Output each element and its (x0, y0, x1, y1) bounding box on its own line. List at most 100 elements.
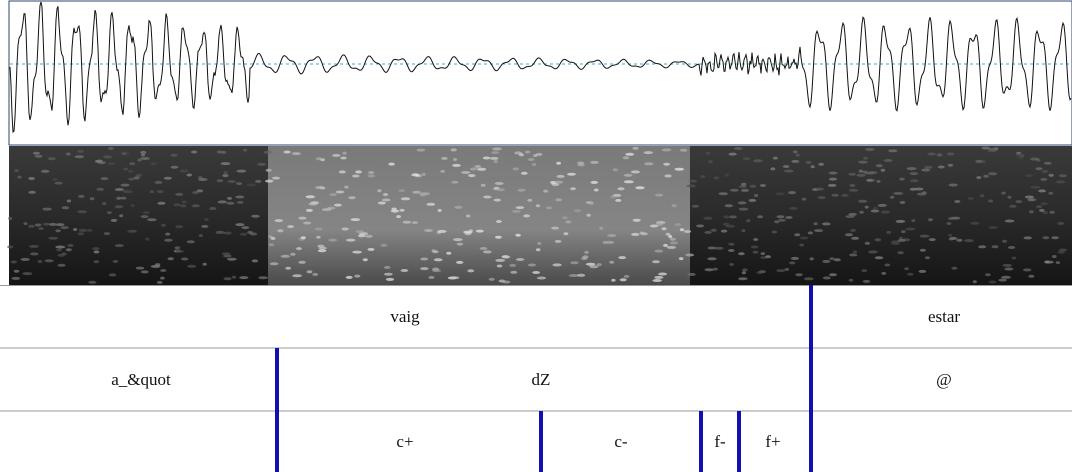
spectrogram-speck (17, 175, 22, 179)
spectrogram-speck (285, 266, 292, 270)
spectrogram-speck (52, 177, 58, 181)
spectrogram-speck (235, 223, 245, 227)
spectrogram-speck (255, 179, 262, 183)
spectrogram-speck (128, 169, 134, 173)
spectrogram-speck (137, 158, 142, 162)
spectrogram-speck (904, 267, 909, 271)
spectrogram-speck (165, 232, 171, 236)
spectrogram-speck (635, 186, 645, 190)
spectrogram-speck (1002, 263, 1013, 267)
spectrogram-speck (469, 167, 478, 171)
spectrogram-speck (686, 184, 696, 188)
spectrogram-speck (723, 222, 730, 226)
spectrogram-speck (163, 176, 172, 180)
spectrogram-speck (396, 215, 401, 219)
spectrogram-speck (114, 244, 124, 248)
spectrogram-speck (866, 178, 874, 182)
spectrogram-speck (919, 234, 930, 238)
spectrogram-speck (617, 187, 625, 191)
spectrogram-speck (527, 158, 535, 161)
spectrogram-speck (898, 236, 904, 240)
spectrogram-speck (119, 214, 124, 218)
spectrogram-speck (175, 249, 185, 253)
spectrogram-speck (741, 182, 747, 186)
spectrogram-speck (948, 183, 958, 187)
spectrogram-speck (108, 273, 117, 277)
spectrogram-speck (1039, 208, 1045, 212)
spectrogram-speck (517, 188, 526, 192)
spectrogram-speck (173, 203, 181, 207)
spectrogram-speck (1023, 236, 1032, 240)
spectrogram-speck (861, 269, 868, 273)
spectrogram-speck (300, 236, 306, 240)
spectrogram-speck (450, 148, 457, 152)
spectrogram-speck (56, 248, 62, 252)
spectrogram-speck (384, 265, 391, 269)
spectrogram-speck (198, 234, 203, 238)
spectrogram-speck (355, 170, 362, 174)
spectrogram-speck (554, 180, 564, 184)
spectrogram-speck (924, 165, 933, 169)
spectrogram-speck (235, 195, 245, 199)
spectrogram-speck (215, 230, 225, 234)
spectrogram-speck (236, 169, 247, 173)
spectrogram-speck (856, 173, 866, 177)
interval-label: c- (614, 432, 628, 451)
spectrogram-speck (669, 237, 676, 241)
spectrogram-speck (55, 223, 65, 227)
spectrogram-texture (7, 146, 1068, 284)
spectrogram-speck (907, 272, 914, 276)
spectrogram-speck (1015, 200, 1023, 204)
spectrogram-speck (630, 170, 641, 174)
spectrogram-speck (426, 202, 436, 206)
spectrogram-speck (380, 243, 388, 247)
spectrogram-speck (179, 169, 189, 173)
spectrogram-speck (10, 260, 18, 264)
spectrogram-speck (757, 215, 763, 219)
spectrogram-speck (1056, 180, 1066, 184)
spectrogram-speck (1040, 202, 1048, 206)
spectrogram-speck (160, 269, 167, 272)
spectrogram-speck (948, 237, 954, 241)
spectrogram-speck (774, 220, 780, 224)
spectrogram-speck (663, 162, 670, 166)
spectrogram-speck (576, 273, 586, 277)
spectrogram-speck (221, 252, 231, 256)
spectrogram-speck (479, 247, 488, 250)
spectrogram-speck (746, 219, 751, 223)
spectrogram-speck (292, 274, 302, 278)
spectrogram-speck (782, 165, 790, 168)
spectrogram-speck (107, 162, 115, 166)
spectrogram-speck (822, 259, 831, 263)
spectrogram-speck (258, 276, 268, 280)
spectrogram-speck (345, 275, 353, 279)
spectrogram-speck (828, 177, 838, 181)
spectrogram-speck (120, 196, 127, 200)
spectrogram-speck (809, 257, 814, 261)
spectrogram-speck (654, 249, 664, 253)
spectrogram-speck (895, 219, 906, 223)
spectrogram-speck (643, 151, 653, 155)
spectrogram-speck (227, 196, 232, 200)
spectrogram-speck (96, 187, 104, 191)
spectrogram-speck (924, 256, 931, 260)
spectrogram-speck (440, 169, 446, 173)
spectrogram-speck (573, 209, 582, 213)
spectrogram-speck (350, 218, 361, 222)
spectrogram-speck (901, 230, 906, 234)
spectrogram-speck (315, 157, 322, 161)
spectrogram-speck (728, 152, 737, 156)
spectrogram-speck (1004, 267, 1014, 271)
spectrogram-speck (789, 261, 796, 265)
spectrogram-speck (93, 260, 100, 264)
spectrogram-speck (753, 159, 763, 163)
spectrogram-speck (150, 162, 157, 166)
spectrogram-speck (131, 229, 137, 233)
spectrogram-speck (239, 276, 249, 280)
spectrogram-speck (47, 157, 56, 161)
spectrogram-speck (385, 277, 395, 281)
spectrogram-speck (164, 238, 173, 242)
spectrogram-speck (789, 206, 798, 210)
spectrogram-speck (114, 188, 124, 191)
spectrogram-speck (296, 247, 302, 251)
